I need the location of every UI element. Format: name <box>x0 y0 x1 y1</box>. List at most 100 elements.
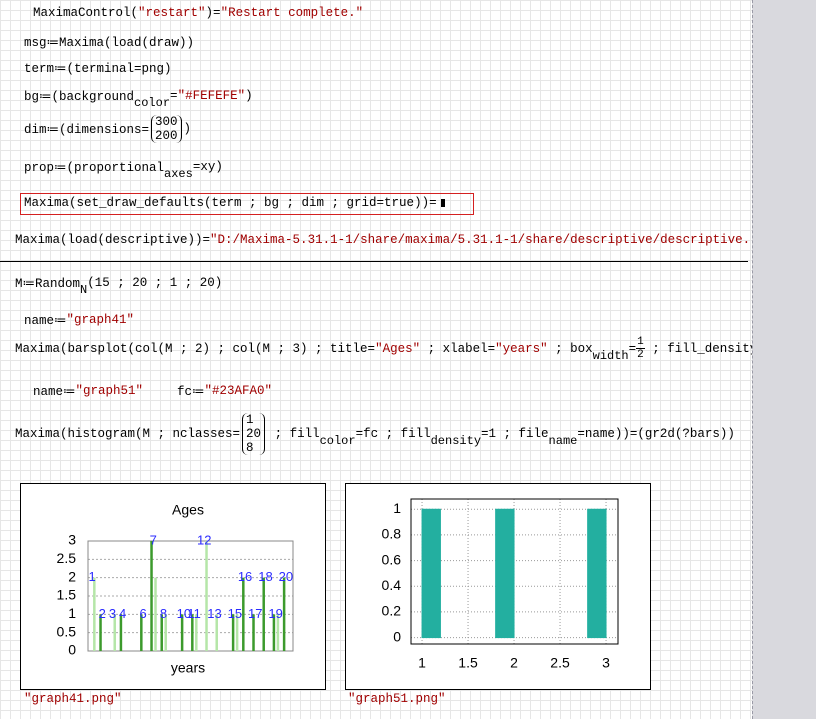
string: "graph41" <box>66 313 135 327</box>
bar <box>421 508 441 639</box>
string: "years" <box>495 341 548 356</box>
bar <box>252 614 255 651</box>
code: Maxima(load(descriptive))= <box>15 233 211 247</box>
expression[interactable]: prop≔(proportional axes =xy) <box>24 159 223 181</box>
code: MaximaControl( <box>33 6 139 20</box>
bar <box>235 614 239 651</box>
expression[interactable]: name≔ "graph41" <box>24 312 134 328</box>
plot-frame <box>87 540 294 652</box>
bar <box>587 508 607 639</box>
expression[interactable]: Maxima(barsplot(col(M ; 2) ; col(M ; 3) … <box>15 336 752 361</box>
string: "#FEFEFE" <box>177 89 246 103</box>
string: "restart" <box>138 6 206 20</box>
x-axis-label: years <box>171 660 205 676</box>
expression[interactable]: fc≔ "#23AFA0" <box>177 383 272 399</box>
bar <box>205 541 208 651</box>
vector: 300 200 <box>151 115 182 143</box>
subscript: color <box>319 434 356 448</box>
plot-image: Ages years 0 0.5 1 1.5 2 2.5 3 1 2 3 4 6 7 8 10 11 12 13 15 1… <box>20 483 326 690</box>
selection-box <box>20 193 474 215</box>
code: Maxima(set_draw_defaults(term ; bg ; dim… <box>24 196 437 210</box>
code: =1 ; file <box>481 427 549 441</box>
value-label: 18 <box>258 569 272 584</box>
element: 1 <box>246 413 254 427</box>
string: "#23AFA0" <box>204 384 273 398</box>
code: ; box <box>547 341 593 356</box>
expression[interactable]: msg≔Maxima(load(draw)) <box>24 34 194 50</box>
x-tick-label: 1.5 <box>458 655 478 671</box>
y-tick-label: 0.2 <box>382 603 402 619</box>
code: =fc ; fill <box>355 427 431 441</box>
string: "Ages" <box>375 341 421 356</box>
value-label: 8 <box>160 606 167 621</box>
code: =name))=(gr2d(?bars)) <box>577 427 735 441</box>
code: Maxima(histogram(M ; nclasses= <box>15 427 241 441</box>
page-margin <box>752 0 816 719</box>
expression[interactable]: term≔(terminal=png) <box>24 60 172 76</box>
value-label: 6 <box>139 606 146 621</box>
expression[interactable]: MaximaControl("restart")= "Restart comple… <box>33 6 363 20</box>
y-tick-label: 0.5 <box>57 623 77 639</box>
y-tick-label: 2 <box>68 568 76 584</box>
expression[interactable]: M≔Random N (15 ; 20 ; 1 ; 20) <box>15 275 223 297</box>
bar <box>215 614 218 651</box>
numerator: 1 <box>636 336 645 349</box>
bar <box>495 508 515 639</box>
value-label: 10 <box>177 606 191 621</box>
y-tick-label: 3 <box>68 532 76 548</box>
expression[interactable]: Maxima(histogram(M ; nclasses= 1 20 8 ; fil… <box>15 413 735 455</box>
bar <box>160 614 163 651</box>
expression[interactable]: bg≔(background color = "#FEFEFE") <box>24 88 253 110</box>
code: (15 ; 20 ; 1 ; 20) <box>87 276 223 290</box>
expression[interactable]: Maxima(load(descriptive))= "D:/Maxima-5.3… <box>15 233 752 247</box>
bar <box>93 577 96 651</box>
code: term≔(terminal=png) <box>24 62 172 76</box>
value-label: 13 <box>207 606 221 621</box>
value-label: 2 <box>99 606 106 621</box>
element: 300 <box>155 115 178 129</box>
expression[interactable]: name≔ "graph51" <box>33 383 143 399</box>
subscript: width <box>592 348 629 362</box>
code: ; xlabel= <box>420 341 496 356</box>
subscript: color <box>134 96 171 110</box>
y-tick-label: 0.4 <box>382 577 402 593</box>
plot-frame <box>410 498 619 645</box>
bar <box>119 614 123 651</box>
y-tick-label: 0.6 <box>382 551 402 567</box>
bar <box>150 541 153 651</box>
bar <box>99 614 102 651</box>
value-label: 19 <box>268 606 282 621</box>
code: = <box>170 89 178 103</box>
expression[interactable]: dim≔(dimensions= 300 200) <box>24 115 191 143</box>
bar <box>262 577 265 651</box>
code: msg≔Maxima(load(draw)) <box>24 36 195 50</box>
x-tick-label: 2.5 <box>550 655 570 671</box>
code: ) <box>245 89 253 103</box>
code: ; fill <box>267 427 320 441</box>
subscript: density <box>430 434 482 448</box>
bar <box>140 614 143 651</box>
plot-image: 0 0.2 0.4 0.6 0.8 1 1 1.5 2 2.5 3 <box>345 483 651 690</box>
code: ; fill_density=0,5 <box>652 341 752 356</box>
y-tick-label: 0 <box>68 642 76 658</box>
value-label: 16 <box>238 569 252 584</box>
bar <box>282 577 286 651</box>
code: dim≔(dimensions= <box>24 123 150 137</box>
value-label: 11 <box>187 606 201 621</box>
bar <box>191 614 194 651</box>
value-label: 12 <box>197 532 211 547</box>
code: fc≔ <box>177 385 205 399</box>
string: "Restart complete." <box>220 6 364 20</box>
caption: "graph41.png" <box>24 692 122 706</box>
code: =xy) <box>192 160 223 174</box>
code: ) <box>183 122 192 136</box>
subscript: name <box>548 434 578 448</box>
element: 200 <box>155 129 178 143</box>
bar <box>272 614 276 651</box>
code: name≔ <box>24 314 67 328</box>
y-tick-label: 1 <box>68 605 76 621</box>
bar <box>180 614 184 651</box>
expression[interactable]: Maxima(set_draw_defaults(term ; bg ; dim… <box>24 196 445 210</box>
denominator: 2 <box>637 349 644 361</box>
